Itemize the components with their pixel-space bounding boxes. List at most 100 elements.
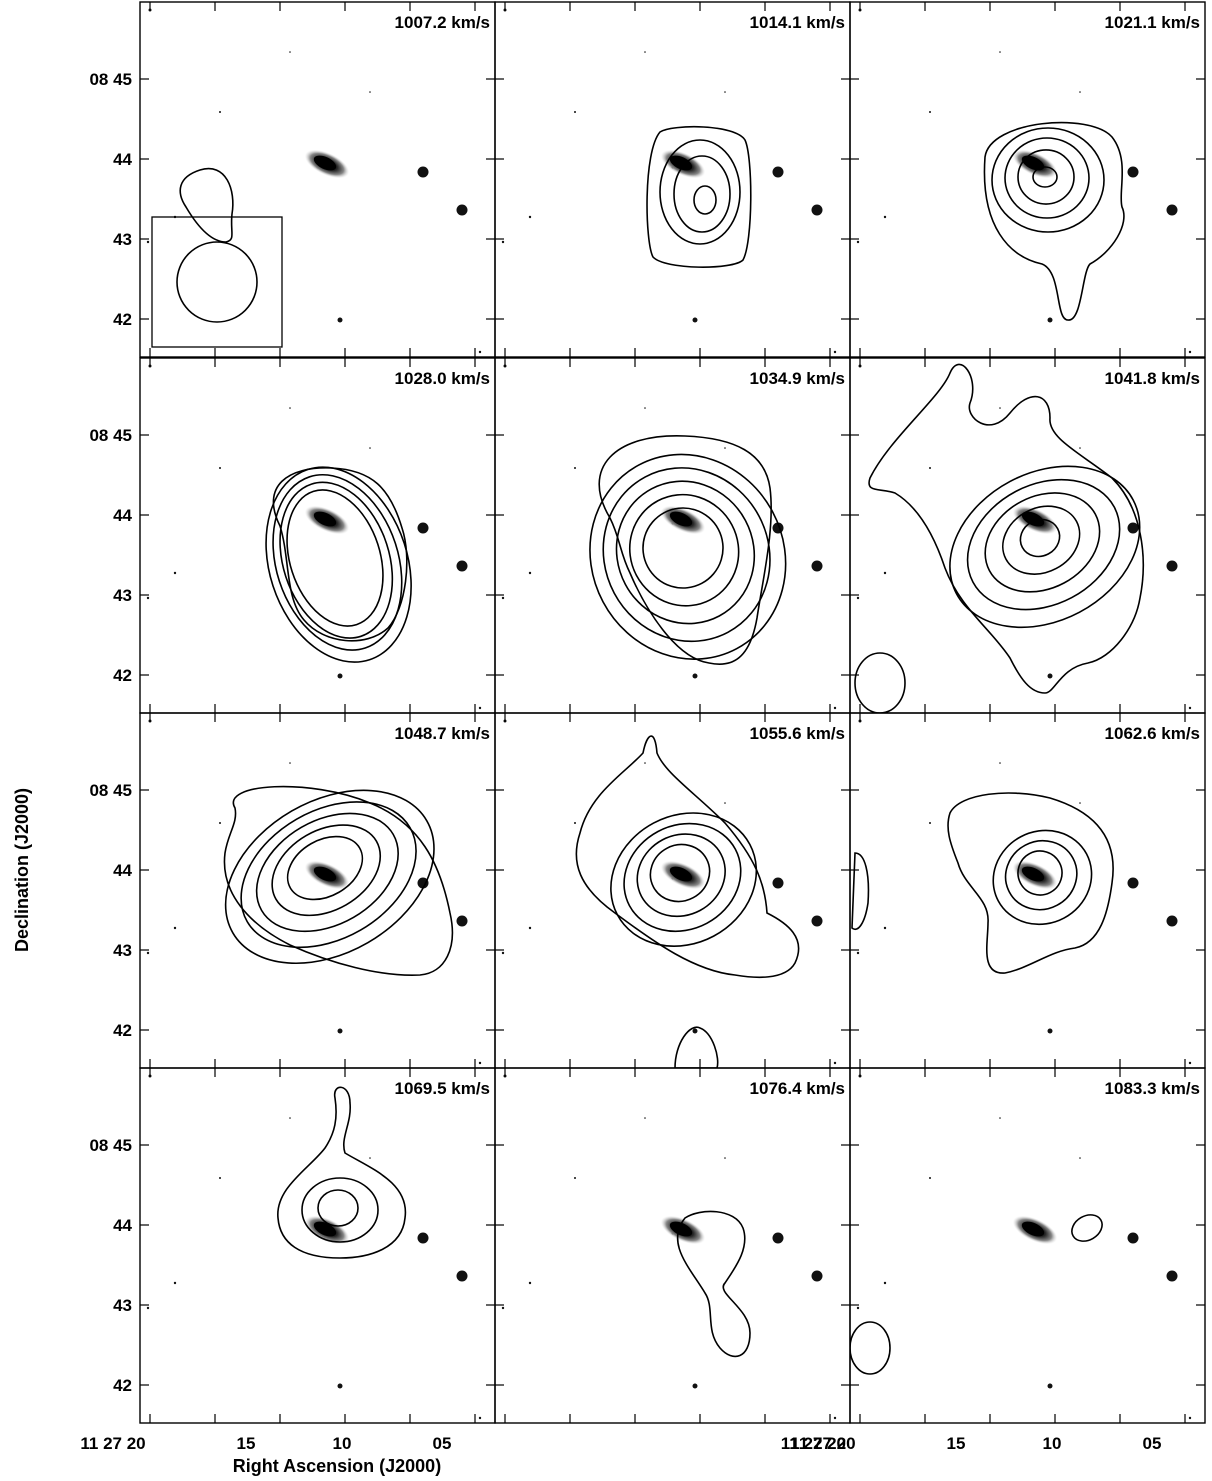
background-star (478, 1061, 482, 1065)
contour-line (598, 435, 772, 665)
contour-line (850, 1321, 891, 1375)
background-star (692, 1028, 698, 1034)
background-star (456, 204, 468, 216)
contour-line (1017, 850, 1063, 896)
background-star (929, 111, 931, 113)
y-tick-label: 44 (113, 1216, 132, 1235)
background-star (289, 51, 291, 53)
background-star (478, 350, 482, 354)
contour-line (947, 792, 1114, 974)
channel-panel: 1028.0 km/s (139, 357, 496, 714)
velocity-label: 1076.4 km/s (750, 1079, 845, 1098)
galaxy-core (669, 1221, 693, 1237)
background-star (289, 1117, 291, 1119)
x-axis-label: Right Ascension (J2000) (233, 1456, 441, 1476)
y-tick-label: 44 (113, 861, 132, 880)
contour-line (179, 167, 234, 243)
background-star (528, 1281, 532, 1285)
y-tick-label: 42 (113, 666, 132, 685)
x-tick-label: 10 (333, 1434, 352, 1453)
contour-line (674, 1026, 719, 1068)
y-tick-label: 42 (113, 310, 132, 329)
panel-frame (494, 712, 851, 1069)
background-star (528, 571, 532, 575)
galaxy-core (313, 155, 337, 171)
y-tick-label: 08 45 (89, 70, 132, 89)
contour-line (272, 474, 403, 651)
background-star (456, 915, 468, 927)
velocity-label: 1014.1 km/s (750, 13, 845, 32)
y-tick-label: 43 (113, 586, 132, 605)
contour-line (1017, 149, 1075, 205)
background-star (1127, 877, 1139, 889)
background-star (146, 951, 150, 955)
background-star (724, 447, 726, 449)
background-star (1047, 317, 1053, 323)
contour-line (610, 812, 758, 947)
background-star (883, 215, 887, 219)
x-tick-label: 15 (237, 1434, 256, 1453)
background-star (1079, 1157, 1081, 1159)
background-star (1047, 1028, 1053, 1034)
y-tick-label: 08 45 (89, 426, 132, 445)
contour-line (286, 835, 364, 901)
background-star (644, 1117, 646, 1119)
background-star (417, 522, 429, 534)
contour-line (1004, 839, 1078, 911)
galaxy-core (1021, 155, 1045, 171)
contour-line (659, 139, 741, 245)
contour-line (575, 735, 800, 979)
background-star (1127, 166, 1139, 178)
contour-line (279, 481, 394, 639)
contour-line (271, 824, 381, 917)
background-star (417, 166, 429, 178)
panel-frame (139, 1, 496, 358)
velocity-label: 1048.7 km/s (395, 724, 490, 743)
channel-panel: 1007.2 km/s (139, 1, 496, 358)
beam-box (151, 216, 283, 348)
background-star (337, 317, 343, 323)
background-star (772, 166, 784, 178)
background-star (146, 596, 150, 600)
y-tick-label: 42 (113, 1021, 132, 1040)
contour-line (317, 1189, 359, 1227)
background-star (811, 560, 823, 572)
velocity-label: 1021.1 km/s (1105, 13, 1200, 32)
background-star (478, 1416, 482, 1420)
contour-line (646, 125, 752, 268)
contour-line (602, 467, 771, 643)
x-tick-label: 11 27 20 (781, 1434, 846, 1453)
contour-line (265, 466, 412, 663)
panel-frame (494, 1, 851, 358)
panel-frame (139, 712, 496, 1069)
contour-line (286, 489, 384, 627)
contour-line (1004, 137, 1090, 219)
background-star (337, 673, 343, 679)
velocity-label: 1062.6 km/s (1105, 724, 1200, 743)
background-star (173, 571, 177, 575)
background-star (1166, 204, 1178, 216)
galaxy-core (669, 866, 693, 882)
background-star (501, 951, 505, 955)
background-star (883, 1281, 887, 1285)
background-star (501, 596, 505, 600)
background-star (369, 1157, 371, 1159)
velocity-label: 1041.8 km/s (1105, 369, 1200, 388)
background-star (173, 926, 177, 930)
contour-line (854, 652, 906, 713)
channel-panel: 1041.8 km/s (849, 357, 1206, 714)
y-tick-label: 44 (113, 506, 132, 525)
contour-line (636, 833, 726, 918)
background-star (1047, 1383, 1053, 1389)
channel-panel: 1069.5 km/s (139, 1067, 496, 1424)
background-star (146, 240, 150, 244)
background-star (1127, 1232, 1139, 1244)
x-tick-label: 11 27 20 (80, 1434, 145, 1453)
y-tick-label: 08 45 (89, 1136, 132, 1155)
channel-panel: 1014.1 km/s (494, 1, 851, 358)
panel-frame (139, 1067, 496, 1424)
panel-frame (494, 1067, 851, 1424)
background-star (1079, 447, 1081, 449)
channel-panel: 1076.4 km/s (494, 1067, 851, 1424)
